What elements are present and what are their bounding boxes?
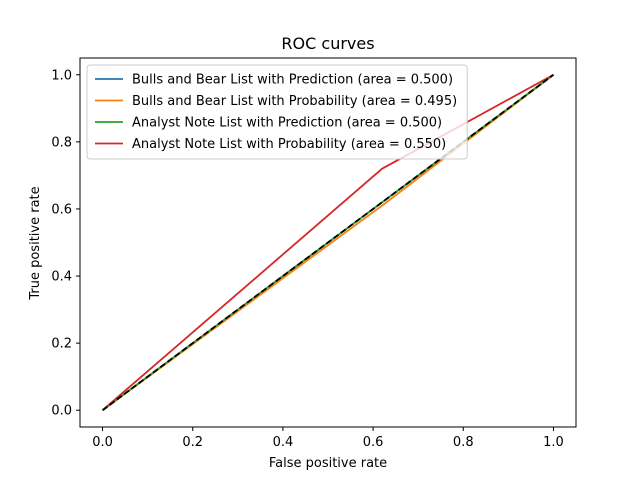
x-tick-label: 0.0: [92, 435, 113, 450]
x-tick-label: 0.8: [453, 435, 474, 450]
x-tick-label: 1.0: [543, 435, 564, 450]
y-axis-label: True positive rate: [28, 186, 43, 300]
y-tick-label: 0.0: [51, 404, 72, 419]
chart-title: ROC curves: [281, 34, 374, 53]
series-line-4: [101, 73, 554, 411]
y-tick-label: 0.8: [51, 135, 72, 150]
y-tick-label: 0.4: [51, 270, 72, 285]
x-tick-label: 0.4: [273, 435, 294, 450]
y-tick-label: 0.2: [51, 337, 72, 352]
x-tick-label: 0.6: [363, 435, 384, 450]
legend-label: Bulls and Bear List with Probability (ar…: [132, 94, 457, 109]
y-tick-label: 0.6: [51, 202, 72, 217]
series-layer: [101, 73, 554, 411]
x-axis-label: False positive rate: [269, 456, 387, 471]
legend: Bulls and Bear List with Prediction (are…: [86, 64, 468, 160]
legend-box: [86, 64, 468, 160]
legend-label: Analyst Note List with Probability (area…: [132, 137, 446, 152]
x-tick-label: 0.2: [182, 435, 203, 450]
legend-label: Analyst Note List with Prediction (area …: [132, 116, 442, 131]
legend-label: Bulls and Bear List with Prediction (are…: [132, 73, 453, 88]
axes-layer: 0.0 0.2 0.4 0.6 0.8 1.0 0.0 0.2 0.4 0.6 0.8 1.0: [51, 57, 577, 450]
reference-diagonal-line: [102, 74, 554, 411]
plot-frame: [79, 57, 577, 428]
y-tick-label: 1.0: [51, 68, 72, 83]
